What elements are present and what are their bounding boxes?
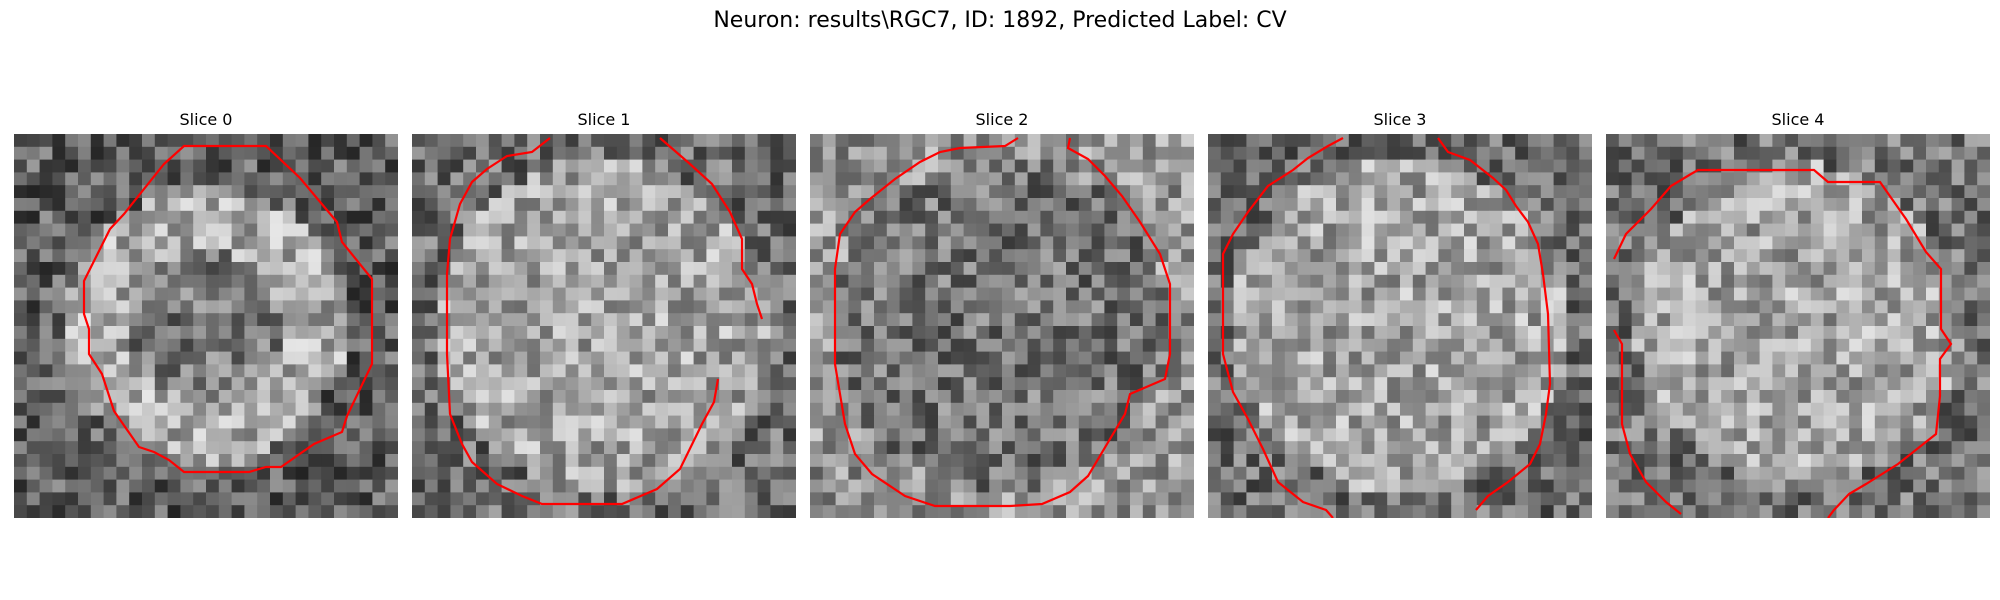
slice-title-0: Slice 0 (179, 110, 233, 129)
contour-line-4b (1613, 329, 1682, 515)
slice-image-2 (810, 134, 1194, 518)
slice-image-4 (1606, 134, 1990, 518)
contour-line-2 (833, 137, 1172, 508)
slice-panel-3: Slice 3 (1208, 108, 1592, 518)
contour-line-4a (1613, 168, 1953, 518)
slice-panel-1: Slice 1 (412, 108, 796, 518)
slice-image-3 (1208, 134, 1592, 518)
slice-title-4: Slice 4 (1771, 110, 1825, 129)
contour-line-3b (1437, 137, 1552, 511)
figure-title: Neuron: results\RGC7, ID: 1892, Predicte… (713, 8, 1287, 33)
slice-panel-2: Slice 2 (810, 108, 1194, 518)
slice-panel-4: Slice 4 (1606, 108, 1990, 518)
slice-image-0 (14, 134, 398, 518)
contour-line-1b (659, 137, 764, 320)
slice-title-3: Slice 3 (1373, 110, 1427, 129)
contour-line-1 (445, 137, 720, 506)
slice-title-2: Slice 2 (975, 110, 1029, 129)
slice-panel-0: Slice 0 (14, 108, 398, 518)
slice-image-1 (412, 134, 796, 518)
slice-title-1: Slice 1 (577, 110, 631, 129)
contour-line-0 (82, 144, 374, 474)
contour-line-3a (1221, 137, 1344, 518)
